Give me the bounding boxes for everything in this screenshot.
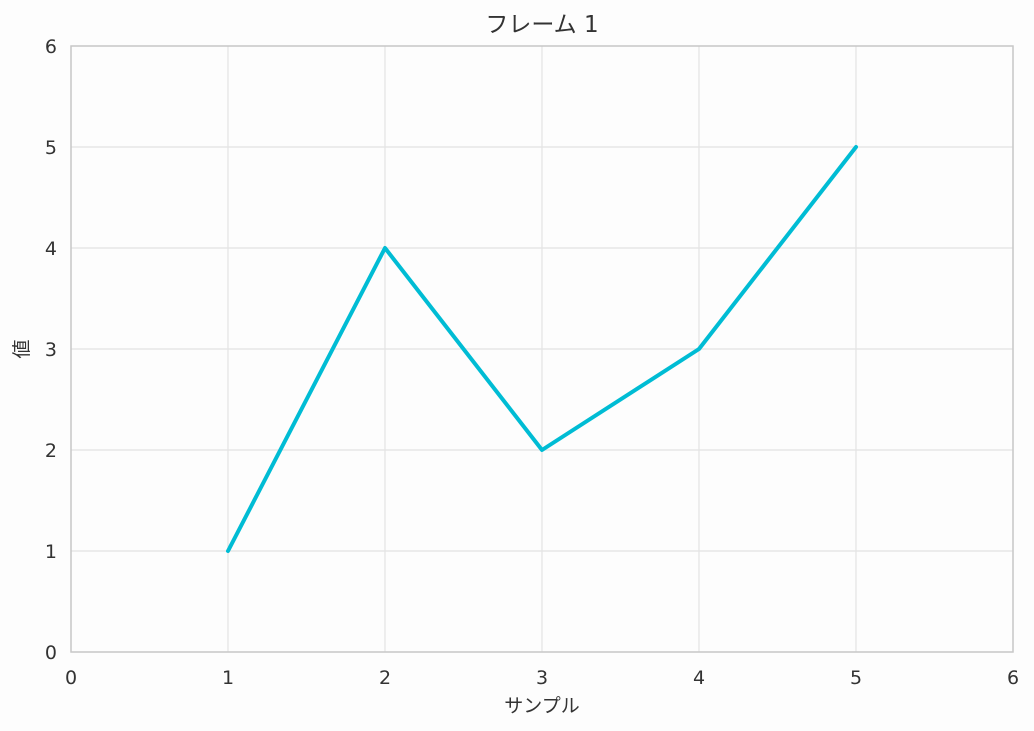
series-layer <box>226 145 858 553</box>
chart-title: フレーム 1 <box>485 12 598 38</box>
y-tick-label: 1 <box>45 541 57 563</box>
y-tick-label: 4 <box>45 238 57 260</box>
x-tick-label: 1 <box>222 667 234 689</box>
x-tick-label: 4 <box>693 667 705 689</box>
y-tick-label: 2 <box>45 440 57 462</box>
y-tick-label: 6 <box>45 36 57 58</box>
y-tick-label: 3 <box>45 339 57 361</box>
plot-border <box>70 45 1014 653</box>
x-tick-label: 3 <box>536 667 548 689</box>
x-tick-label: 0 <box>65 667 77 689</box>
y-tick-label: 0 <box>45 642 57 664</box>
y-axis-title: 値 <box>11 339 33 358</box>
x-tick-label: 6 <box>1007 667 1019 689</box>
x-tick-labels: 0 1 2 3 4 5 6 <box>65 667 1019 689</box>
x-tick-label: 2 <box>379 667 391 689</box>
y-tick-label: 5 <box>45 137 57 159</box>
x-tick-label: 5 <box>850 667 862 689</box>
y-tick-labels: 0 1 2 3 4 5 6 <box>45 36 57 664</box>
x-axis-title: サンプル <box>504 695 579 717</box>
